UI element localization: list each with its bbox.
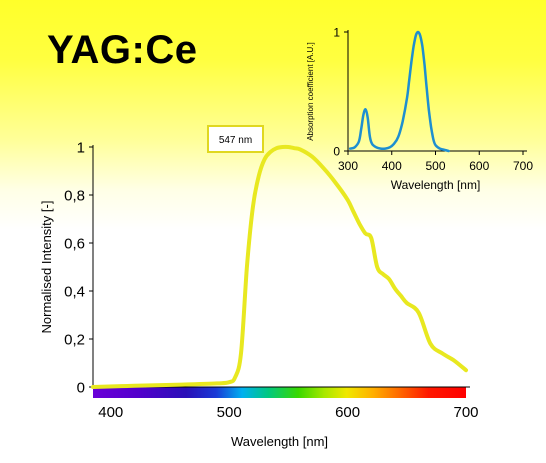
inset-x-tick-label: 400: [382, 159, 402, 173]
inset-x-tick-label: 500: [425, 159, 445, 173]
main-y-tick-label: 0,4: [64, 283, 85, 300]
main-y-tick-label: 0: [77, 379, 85, 396]
main-series-line: [91, 144, 468, 389]
main-x-axis-label: Wavelength [nm]: [231, 434, 328, 449]
inset-x-tick-label: 700: [513, 159, 533, 173]
inset-x-tick-label: 600: [469, 159, 489, 173]
inset-x-axis-label: Wavelength [nm]: [391, 178, 481, 192]
main-y-tick-label: 1: [77, 139, 85, 156]
inset-series-line: [348, 30, 450, 153]
peak-annotation-box: [207, 125, 264, 153]
inset-y-tick-label: 0: [333, 144, 340, 158]
inset-x-tick-label: 300: [338, 159, 358, 173]
main-x-tick-label: 700: [453, 404, 478, 421]
main-y-tick-label: 0,6: [64, 235, 85, 252]
main-y-tick-label: 0,8: [64, 187, 85, 204]
main-y-tick-label: 0,2: [64, 331, 85, 348]
main-x-tick-label: 500: [217, 404, 242, 421]
main-y-axis-label: Normalised Intensity [-]: [39, 201, 54, 334]
page-title: YAG:Ce: [47, 28, 198, 72]
inset-y-tick-label: 1: [333, 25, 340, 39]
inset-y-axis-label: Absorption coefficient [A.U.]: [306, 42, 315, 141]
spectrum-bar: [93, 387, 466, 398]
main-x-tick-label: 400: [98, 404, 123, 421]
main-x-tick-label: 600: [335, 404, 360, 421]
peak-annotation-label: 547 nm: [219, 135, 252, 146]
